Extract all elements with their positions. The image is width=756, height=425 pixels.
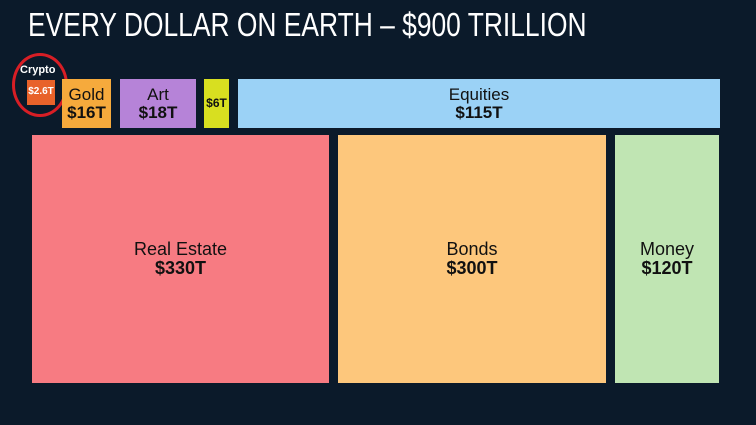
- highlight-circle: [12, 53, 68, 117]
- treemap-cell-other: $6T: [204, 79, 229, 128]
- cell-label: Money: [639, 239, 695, 260]
- cell-value: $16T: [67, 102, 106, 122]
- cell-label: Equities: [448, 84, 510, 104]
- treemap-cell-gold: Gold $16T: [62, 79, 111, 128]
- treemap-cell-equities: Equities $115T: [238, 79, 720, 128]
- treemap-cell-bonds: Bonds $300T: [338, 135, 606, 383]
- chart-title: EVERY DOLLAR ON EARTH – $900 TRILLION: [28, 6, 587, 43]
- cell-value: $6T: [206, 96, 227, 111]
- cell-label: Real Estate: [133, 239, 228, 260]
- cell-label: Bonds: [446, 239, 498, 260]
- cell-label: Art: [147, 84, 169, 104]
- treemap-cell-real-estate: Real Estate $330T: [32, 135, 329, 383]
- treemap-cell-money: Money $120T: [615, 135, 719, 383]
- cell-value: $115T: [455, 102, 503, 122]
- cell-value: $300T: [446, 258, 498, 278]
- cell-label: Gold: [68, 84, 105, 104]
- cell-value: $330T: [154, 258, 207, 278]
- cell-value: $120T: [641, 258, 693, 278]
- cell-value: $18T: [138, 102, 178, 122]
- treemap-cell-art: Art $18T: [120, 79, 196, 128]
